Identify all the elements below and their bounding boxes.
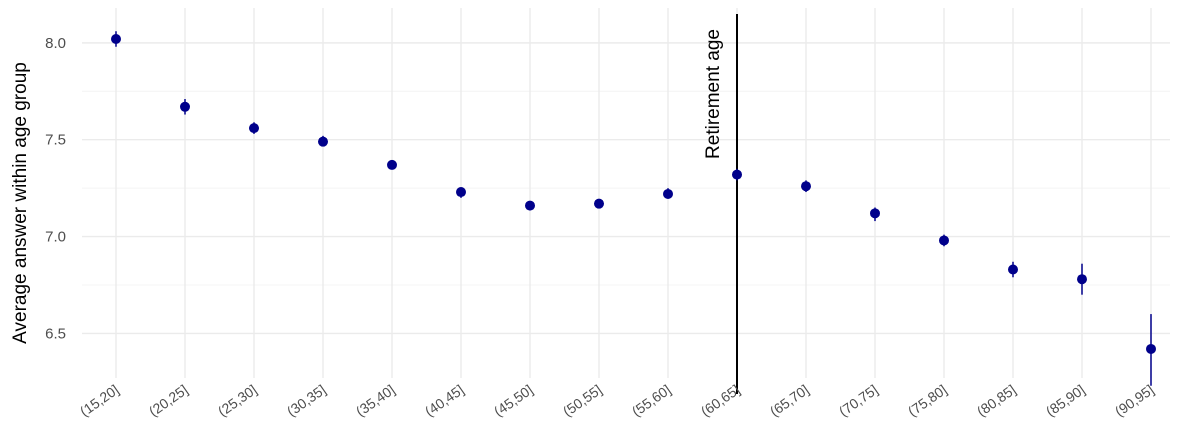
y-tick-label: 6.5 (45, 325, 66, 342)
data-point (1008, 264, 1018, 275)
x-tick-label: (50,55] (560, 381, 605, 419)
data-point (1077, 274, 1087, 285)
y-tick-label: 7.0 (45, 229, 66, 246)
data-point (870, 208, 880, 219)
data-point (249, 123, 259, 134)
x-tick-label: (40,45] (422, 381, 467, 419)
data-point (180, 101, 190, 112)
y-axis-title: Average answer within age group (10, 62, 31, 344)
data-point (939, 235, 949, 246)
x-tick-label: (30,35] (284, 381, 329, 419)
x-tick-label: (65,70] (767, 381, 812, 419)
x-tick-label: (70,75] (836, 381, 881, 419)
y-tick-labels: 6.5 7.0 7.5 8.0 (45, 35, 66, 343)
x-tick-label: (60,65] (698, 381, 743, 419)
data-point (801, 181, 811, 192)
x-tick-label: (75,80] (905, 381, 950, 419)
x-tick-label: (35,40] (353, 381, 398, 419)
vline-layer: Retirement age (703, 14, 738, 394)
data-point (732, 169, 742, 180)
y-tick-label: 8.0 (45, 35, 66, 52)
x-tick-label: (85,90] (1043, 381, 1088, 419)
data-point (663, 188, 673, 199)
x-tick-label: (45,50] (491, 381, 536, 419)
data-point (594, 198, 604, 209)
data-point (456, 187, 466, 198)
y-tick-label: 7.5 (45, 132, 66, 149)
x-tick-label: (15,20] (77, 381, 122, 419)
x-tick-label: (20,25] (146, 381, 191, 419)
x-tick-label: (90,95] (1112, 381, 1157, 419)
series-layer (111, 31, 1156, 386)
data-point (1146, 343, 1156, 354)
data-point (525, 200, 535, 211)
grid-layer (82, 8, 1170, 378)
data-point (318, 136, 328, 147)
x-tick-label: (80,85] (974, 381, 1019, 419)
data-point (387, 159, 397, 170)
data-point (111, 33, 121, 44)
x-tick-label: (55,60] (629, 381, 674, 419)
retirement-age-label: Retirement age (703, 29, 724, 159)
x-tick-label: (25,30] (215, 381, 260, 419)
x-tick-labels: (15,20] (20,25] (25,30] (30,35] (35,40] (40,4… (77, 381, 1157, 419)
